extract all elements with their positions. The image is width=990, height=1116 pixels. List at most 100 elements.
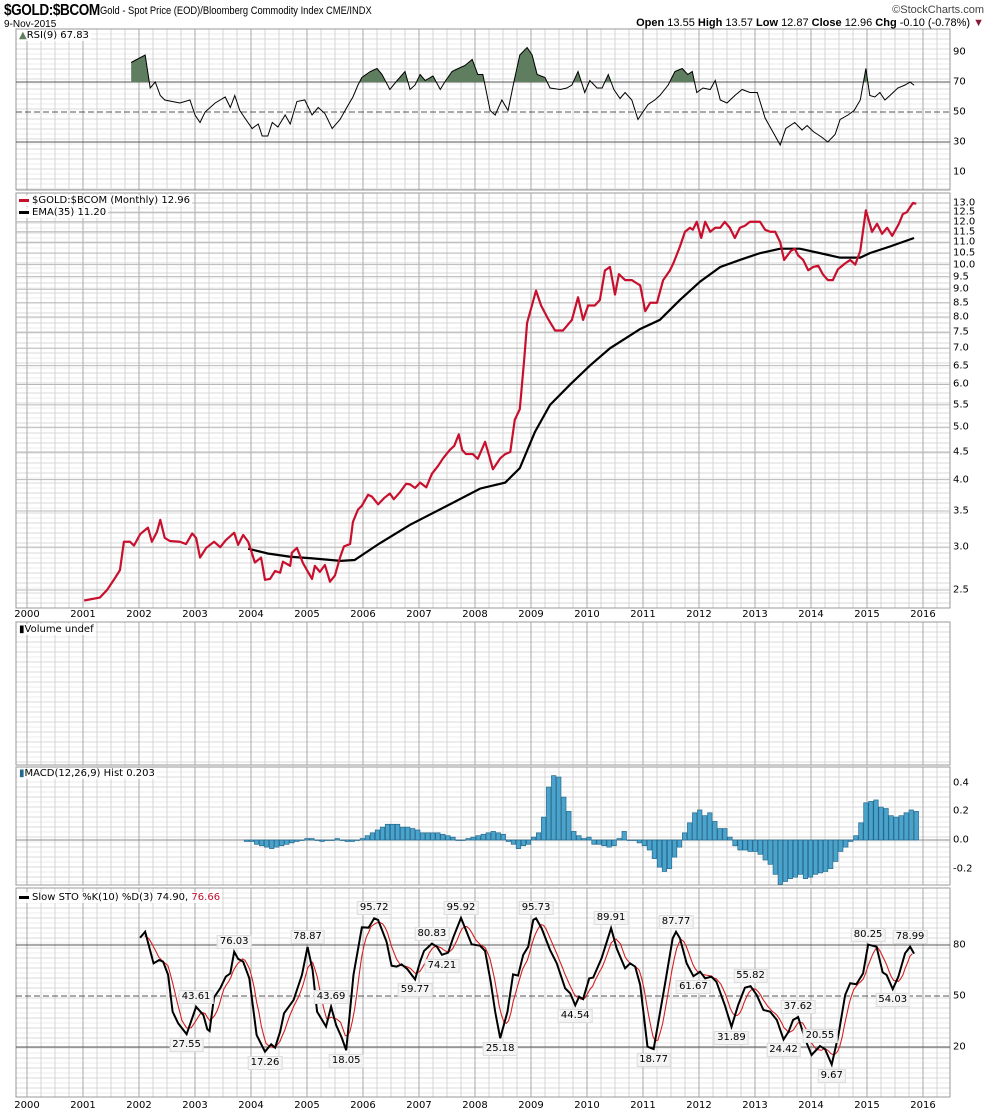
macd-hist-bar <box>646 839 652 851</box>
open-label: Open <box>636 17 665 29</box>
macd-hist-bar <box>289 839 295 844</box>
macd-hist-bar <box>843 839 849 848</box>
price-tick-label: 6.0 <box>953 378 969 390</box>
price-tick-label: 4.5 <box>953 446 969 458</box>
macd-hist-bar <box>596 839 602 845</box>
macd-hist-bar <box>888 815 894 841</box>
price-tick-label: 9.5 <box>953 271 969 283</box>
macd-hist-bar <box>490 831 496 841</box>
macd-hist-bar <box>551 775 557 841</box>
macd-hist-bar <box>264 839 270 848</box>
sto-value-annotation: 80.25 <box>850 927 886 942</box>
macd-hist-bar <box>782 839 788 882</box>
macd-hist-bar <box>747 839 753 852</box>
macd-hist-bar <box>480 833 486 841</box>
x-axis-year-label: 2012 <box>686 609 712 620</box>
open-value: 13.55 <box>667 17 695 29</box>
low-label: Low <box>756 17 778 29</box>
macd-hist-bar <box>818 839 824 874</box>
macd-hist-bar <box>369 832 375 841</box>
sto-d-value: 76.66 <box>191 892 221 903</box>
price-tick-label: 5.0 <box>953 421 969 433</box>
macd-hist-bar <box>279 839 285 847</box>
low-value: 12.87 <box>781 17 809 29</box>
macd-hist-bar <box>616 838 622 841</box>
sto-value-annotation: 95.73 <box>518 901 554 916</box>
macd-hist-bar <box>269 839 275 849</box>
rsi-tick-label: 90 <box>953 46 966 58</box>
sto-value-annotation: 25.18 <box>482 1042 518 1057</box>
sto-value-annotation: 78.99 <box>892 929 928 944</box>
x-axis-year-label: 2003 <box>182 1100 208 1111</box>
panel-frame <box>15 621 951 766</box>
macd-hist-bar <box>913 811 919 841</box>
macd-hist-bar <box>309 838 315 841</box>
macd-hist-bar <box>908 809 914 841</box>
sto-value-annotation: 80.83 <box>414 926 450 941</box>
price-line <box>83 201 917 602</box>
macd-hist-bar <box>807 839 814 878</box>
x-axis-year-label: 2004 <box>238 1100 264 1111</box>
macd-hist-bar <box>812 839 819 875</box>
macd-tick-label: 0.0 <box>953 834 969 846</box>
macd-hist-bar <box>692 812 698 841</box>
macd-hist-bar <box>254 839 260 845</box>
bar-chart-icon: ▮ <box>19 768 25 779</box>
macd-hist-bar <box>853 835 859 841</box>
x-axis-year-label: 2002 <box>126 609 152 620</box>
price-tick-label: 12.0 <box>953 216 976 228</box>
panel-frame <box>15 887 951 1098</box>
macd-hist-bar <box>460 839 466 841</box>
bar-chart-icon: ▮ <box>19 624 25 635</box>
macd-hist-bar <box>546 786 552 841</box>
macd-hist-bar <box>772 839 778 875</box>
x-axis-year-label: 2003 <box>182 609 208 620</box>
macd-hist-bar <box>405 826 411 841</box>
macd-hist-bar <box>802 839 809 879</box>
volume-legend: ▮Volume undef <box>17 624 96 635</box>
sto-tick-label: 50 <box>953 990 966 1002</box>
price-legend: $GOLD:$BCOM (Monthly) 12.96 <box>17 195 192 206</box>
sto-swatch-icon <box>19 895 29 899</box>
x-axis-year-label: 2004 <box>238 609 264 620</box>
ohlc-readout: Open 13.55 High 13.57 Low 12.87 Close 12… <box>636 17 984 29</box>
price-tick-label: 9.0 <box>953 283 969 295</box>
sto-legend-text: Slow STO %K(10) %D(3) 74.90, <box>32 892 189 903</box>
panel-frame <box>15 192 951 609</box>
macd-hist-bar <box>828 839 834 869</box>
sto-value-annotation: 44.54 <box>557 1009 593 1024</box>
macd-hist-bar <box>702 815 708 841</box>
sto-d-line <box>144 921 913 1056</box>
sto-value-annotation: 18.77 <box>636 1053 671 1068</box>
macd-hist-bar <box>420 832 426 841</box>
macd-hist-bar <box>510 839 516 845</box>
x-axis-year-label: 2014 <box>798 1100 824 1111</box>
price-tick-label: 12.5 <box>953 206 976 218</box>
copyright-link[interactable]: ©StockCharts.com <box>892 4 984 16</box>
macd-hist-bar <box>319 839 325 842</box>
volume-legend-text: Volume undef <box>24 624 94 635</box>
macd-hist-bar <box>334 838 340 841</box>
chart-symbol: $GOLD:$BCOM <box>4 2 100 19</box>
close-label: Close <box>811 17 842 29</box>
x-axis-year-label: 2009 <box>518 609 544 620</box>
x-axis-year-label: 2015 <box>854 1100 880 1111</box>
macd-hist-bar <box>515 839 522 849</box>
panel-grid <box>16 29 950 190</box>
sto-value-annotation: 78.87 <box>290 929 325 944</box>
macd-hist-bar <box>586 836 592 841</box>
macd-hist-bar <box>425 832 431 841</box>
macd-hist-bar <box>883 808 889 841</box>
sto-value-annotation: 59.77 <box>397 983 433 998</box>
sto-value-annotation: 9.67 <box>817 1068 846 1083</box>
macd-hist-bar <box>445 835 451 841</box>
macd-hist-bar <box>259 839 265 847</box>
x-axis-year-label: 2016 <box>910 1100 936 1111</box>
macd-hist-bar <box>314 839 320 841</box>
price-tick-label: 13.0 <box>953 197 976 209</box>
macd-legend-text: MACD(12,26,9) Hist 0.203 <box>24 768 155 779</box>
sto-value-annotation: 89.91 <box>593 911 629 926</box>
x-axis-year-label: 2001 <box>70 609 96 620</box>
price-tick-label: 2.5 <box>953 584 969 596</box>
price-tick-label: 3.5 <box>953 505 969 517</box>
